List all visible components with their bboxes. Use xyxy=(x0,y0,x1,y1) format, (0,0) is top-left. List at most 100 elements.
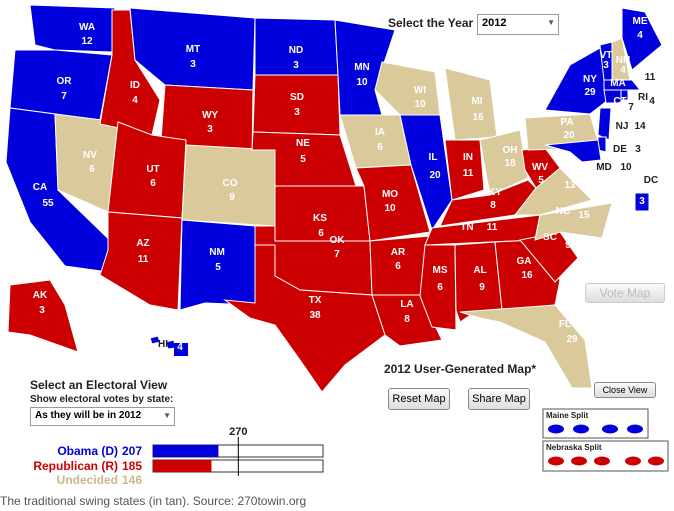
state-votes: 3 xyxy=(635,144,641,155)
state-votes: 9 xyxy=(565,240,571,251)
state-votes: 3 xyxy=(293,60,299,71)
state-abbr: DC xyxy=(644,175,658,186)
state[interactable] xyxy=(99,211,183,311)
tally-label: Republican (R) xyxy=(33,459,118,473)
tally-bar xyxy=(153,445,219,457)
view-title: Select an Electoral View xyxy=(30,378,168,392)
state-abbr: OK xyxy=(330,235,346,246)
state[interactable] xyxy=(534,202,613,241)
state-abbr: NY xyxy=(583,74,597,85)
state-votes: 5 xyxy=(300,154,306,165)
split-label: Maine Split xyxy=(546,411,589,420)
state-abbr: WI xyxy=(414,85,426,96)
vote-map-button[interactable]: Vote Map xyxy=(585,283,665,303)
state[interactable] xyxy=(444,139,485,201)
state-abbr: CO xyxy=(223,178,238,189)
state-votes: 14 xyxy=(634,121,646,132)
state[interactable] xyxy=(339,114,412,169)
state-abbr: SC xyxy=(543,232,557,243)
state-votes: 8 xyxy=(404,314,410,325)
state-votes: 3 xyxy=(603,60,609,71)
state-abbr: MO xyxy=(382,189,398,200)
state-votes: 5 xyxy=(215,262,221,273)
state-abbr: ME xyxy=(633,16,648,27)
state[interactable] xyxy=(223,244,386,393)
split-oval[interactable] xyxy=(594,456,610,466)
state[interactable] xyxy=(7,279,79,353)
state[interactable] xyxy=(459,304,593,389)
state[interactable] xyxy=(513,167,593,216)
close-view-button[interactable]: Close View xyxy=(594,382,656,398)
state-votes: 6 xyxy=(437,282,443,293)
state-abbr: RI xyxy=(638,92,648,103)
state[interactable] xyxy=(603,89,622,104)
state-abbr: CA xyxy=(33,182,47,193)
state-abbr: TN xyxy=(460,222,473,233)
view-subtitle: Show electoral votes by state: xyxy=(30,394,173,405)
split-oval[interactable] xyxy=(571,456,587,466)
state-abbr: ND xyxy=(289,45,303,56)
state-votes: 55 xyxy=(42,198,54,209)
state[interactable] xyxy=(174,343,188,356)
state[interactable] xyxy=(603,79,642,91)
state-votes: 18 xyxy=(504,158,516,169)
view-select[interactable]: As they will be in 2012 ▼ xyxy=(30,407,175,426)
state-votes: 6 xyxy=(395,261,401,272)
state[interactable] xyxy=(419,244,457,331)
split-oval[interactable] xyxy=(548,424,564,434)
state-abbr: TX xyxy=(309,295,322,306)
state-abbr: IA xyxy=(375,127,385,138)
split-oval[interactable] xyxy=(625,456,641,466)
reset-map-button[interactable]: Reset Map xyxy=(388,388,450,410)
state-votes: 4 xyxy=(620,65,626,76)
share-map-button[interactable]: Share Map xyxy=(468,388,530,410)
state-votes: 38 xyxy=(309,310,321,321)
state-abbr: GA xyxy=(517,256,532,267)
state-votes: 3 xyxy=(207,124,213,135)
state[interactable] xyxy=(544,47,609,115)
split-oval[interactable] xyxy=(573,424,589,434)
state[interactable] xyxy=(355,164,431,242)
state-abbr: NH xyxy=(616,55,630,66)
state-abbr: DE xyxy=(613,144,627,155)
state-votes: 15 xyxy=(578,210,590,221)
state[interactable] xyxy=(399,114,453,232)
split-oval[interactable] xyxy=(602,424,618,434)
state-votes: 4 xyxy=(177,342,183,353)
state[interactable] xyxy=(634,192,650,212)
split-label: Nebraska Split xyxy=(546,443,602,452)
state-abbr: NM xyxy=(209,247,225,258)
state[interactable] xyxy=(252,74,341,136)
state-votes: 11 xyxy=(487,222,498,233)
state-abbr: OR xyxy=(57,76,73,87)
state-abbr: MD xyxy=(596,162,612,173)
state-abbr: NC xyxy=(556,206,570,217)
state-abbr: NV xyxy=(83,150,97,161)
state[interactable] xyxy=(479,129,529,196)
split-oval[interactable] xyxy=(648,456,664,466)
tally-bar xyxy=(153,460,212,472)
state-abbr: AK xyxy=(33,290,48,301)
split-oval[interactable] xyxy=(627,424,643,434)
threshold-label: 270 xyxy=(229,426,247,438)
dropdown-arrow: ▼ xyxy=(163,411,171,420)
state[interactable] xyxy=(597,107,612,141)
state-abbr: CT xyxy=(613,96,626,107)
state[interactable] xyxy=(621,7,663,71)
state-abbr: KY xyxy=(488,187,502,198)
state[interactable] xyxy=(149,335,161,345)
state-votes: 29 xyxy=(584,87,596,98)
tally-value: 146 xyxy=(122,473,142,487)
state-abbr: MS xyxy=(433,265,448,276)
state[interactable] xyxy=(374,61,441,116)
state-votes: 10 xyxy=(620,162,632,173)
state-abbr: NJ xyxy=(616,121,629,132)
state[interactable] xyxy=(29,4,116,53)
view-value: As they will be in 2012 xyxy=(35,410,142,421)
year-select[interactable]: 2012 ▼ xyxy=(477,14,559,35)
split-oval[interactable] xyxy=(548,456,564,466)
state[interactable] xyxy=(544,139,602,163)
split-box xyxy=(542,408,649,439)
states xyxy=(5,4,663,393)
